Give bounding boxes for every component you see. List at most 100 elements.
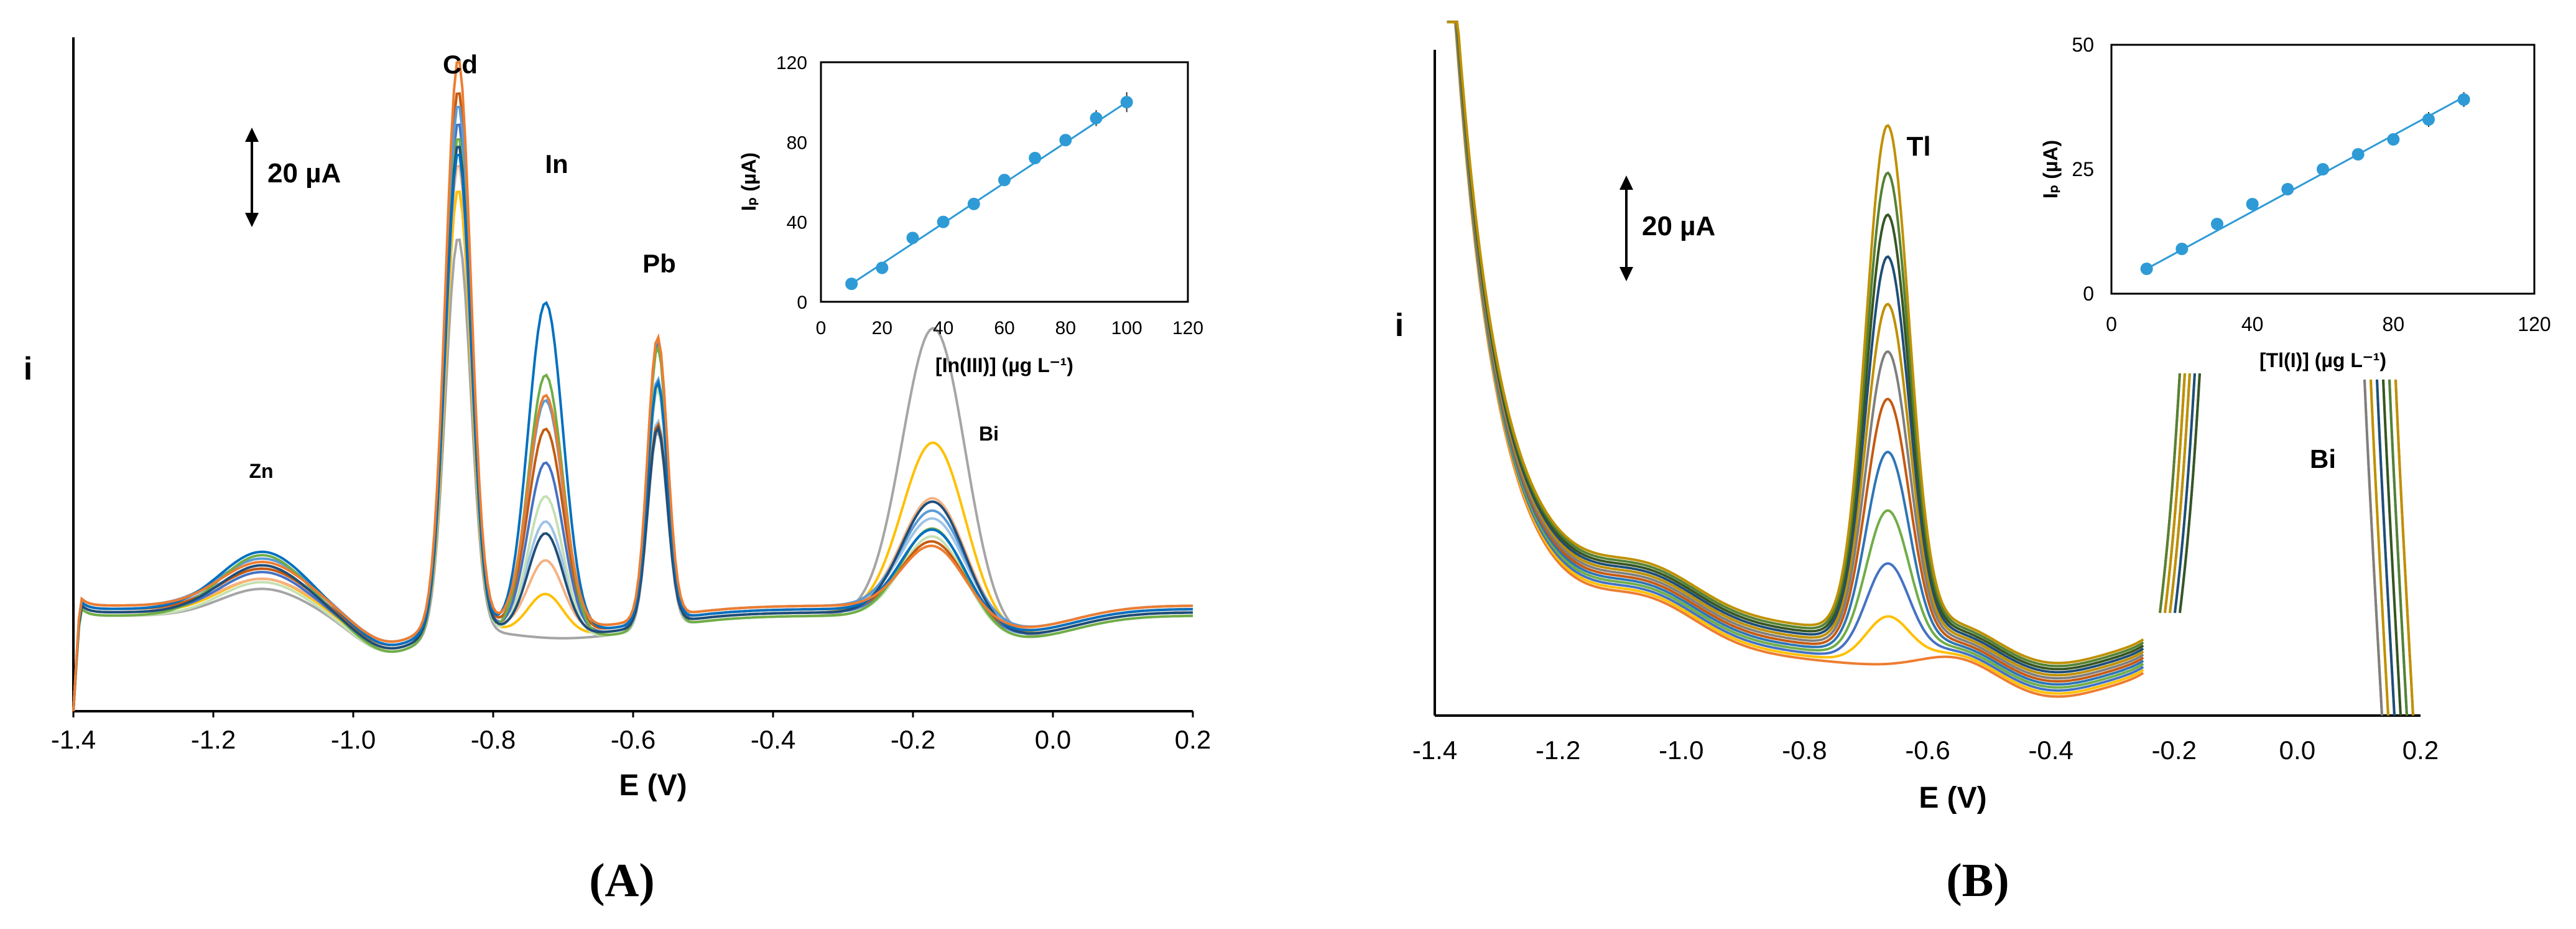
panel-b-scale-bar: 20 µA bbox=[1619, 175, 1715, 281]
peak-label-in: In bbox=[545, 149, 568, 179]
panel-b-inset-ticks: 0 40 80 120 0 25 50 bbox=[2072, 34, 2551, 335]
peak-label-bi-b: Bi bbox=[2310, 444, 2336, 474]
panel-a-inset-y-tick: 80 bbox=[787, 133, 807, 153]
panel-b-curve-right-rise bbox=[2159, 373, 2181, 614]
panel-b-inset-point bbox=[2422, 113, 2435, 126]
panel-b-curve-right-rise bbox=[2164, 373, 2186, 614]
panel-b-x-tick-label: -0.2 bbox=[2152, 735, 2197, 765]
panel-a-inset-ticks: 0 20 40 60 80 100 120 0 40 80 120 bbox=[776, 53, 1203, 338]
panel-a-x-tick-label: -0.6 bbox=[611, 725, 656, 754]
panel-b-x-label: E (V) bbox=[1919, 782, 1986, 815]
panel-a-scale-label: 20 µA bbox=[267, 158, 341, 189]
panel-b-curves bbox=[1447, 21, 2414, 716]
panel-b-x-tick-label: -0.8 bbox=[1782, 735, 1827, 765]
panel-b-inset-points bbox=[2140, 92, 2470, 275]
panel-b-scale-label: 20 µA bbox=[1642, 211, 1715, 241]
panel-a-inset-point bbox=[967, 197, 980, 210]
panel-b-y-label: i bbox=[1395, 307, 1404, 343]
panel-b-inset-chart: 0 40 80 120 0 25 50 [Tl(I)] (µg L⁻¹) Iₚ (µA) bbox=[2039, 34, 2551, 371]
panel-b-inset-fit-line bbox=[2146, 96, 2465, 270]
panel-a-inset-x-tick: 100 bbox=[1111, 318, 1142, 338]
panel-a-label: (A) bbox=[589, 854, 655, 907]
panel-a-main-chart: -1.4 -1.2 -1.0 -0.8 -0.6 -0.4 -0.2 0.0 0.2 E (V)… bbox=[24, 37, 1211, 802]
panel-b-curve bbox=[1447, 21, 2144, 689]
panel-a-curve bbox=[72, 60, 1193, 712]
panel-b-x-tick-label: -0.4 bbox=[2028, 735, 2073, 765]
panel-a-inset-x-tick: 80 bbox=[1055, 318, 1076, 338]
panel-a-inset-x-tick: 0 bbox=[816, 318, 827, 338]
panel-a-inset-point bbox=[937, 215, 950, 228]
panel-b-curve bbox=[1447, 21, 2144, 671]
panel-b-curve bbox=[1447, 21, 2144, 686]
panel-b-curve bbox=[1447, 21, 2144, 683]
peak-label-cd: Cd bbox=[443, 50, 478, 79]
panel-a-inset-y-tick: 40 bbox=[787, 213, 807, 233]
panel-b-x-tick-label: 0.0 bbox=[2279, 735, 2315, 765]
panel-a-inset-y-tick: 0 bbox=[797, 292, 807, 313]
panel-a-x-tick-label: -0.2 bbox=[891, 725, 935, 754]
panel-a-inset-x-tick: 120 bbox=[1172, 318, 1203, 338]
panel-b-inset-point bbox=[2351, 148, 2365, 161]
panel-a-inset-x-tick: 60 bbox=[994, 318, 1014, 338]
panel-b-x-ticks: -1.4 -1.2 -1.0 -0.8 -0.6 -0.4 -0.2 0.0 0.2 bbox=[1412, 735, 2439, 765]
panel-a-x-tick-label: -0.8 bbox=[471, 725, 516, 754]
panel-b-inset-point bbox=[2211, 218, 2223, 230]
panel-a-inset-point bbox=[1090, 111, 1103, 124]
panel-a-inset-y-label: Iₚ (µA) bbox=[738, 152, 760, 211]
panel-b-curve bbox=[1447, 21, 2144, 695]
panel-a-inset-y-tick: 120 bbox=[776, 53, 807, 73]
panel-b-x-tick-label: 0.2 bbox=[2402, 735, 2439, 765]
panel-b-inset-point bbox=[2175, 243, 2189, 255]
panel-b-curve-bi-branch bbox=[2388, 379, 2408, 716]
panel-b-curve-bi-branch bbox=[2376, 379, 2396, 716]
panel-a-inset-x-tick: 40 bbox=[933, 318, 953, 338]
panel-b-x-tick-label: -1.4 bbox=[1412, 735, 1457, 765]
panel-a-x-label: E (V) bbox=[619, 769, 687, 802]
panel-b-inset-point bbox=[2281, 183, 2294, 195]
panel-b-inset-x-tick: 0 bbox=[2106, 313, 2117, 335]
panel-a-y-label: i bbox=[24, 351, 32, 387]
panel-a-inset-point bbox=[876, 261, 889, 274]
panel-b-inset-y-label: Iₚ (µA) bbox=[2039, 140, 2062, 198]
panel-b-curve bbox=[1447, 21, 2144, 680]
panel-a-inset-points bbox=[845, 92, 1133, 291]
panel-a-inset-point bbox=[1120, 96, 1133, 109]
panel-b-inset-y-tick: 25 bbox=[2072, 158, 2094, 180]
panel-a-x-tick-label: -1.0 bbox=[331, 725, 376, 754]
panel-a-curve bbox=[72, 153, 1193, 712]
panel-b-inset-point bbox=[2246, 198, 2259, 210]
peak-label-tl: Tl bbox=[1906, 131, 1930, 162]
panel-a-curve bbox=[72, 238, 1193, 712]
peak-label-bi: Bi bbox=[979, 422, 999, 445]
panel-b-inset-x-label: [Tl(I)] (µg L⁻¹) bbox=[2259, 349, 2386, 371]
panel-b-curve-bi-branch bbox=[2382, 379, 2402, 716]
panel-b-inset-y-tick: 50 bbox=[2072, 34, 2094, 56]
panel-b-inset-point bbox=[2387, 133, 2400, 146]
panel-a-x-tick-label: -1.4 bbox=[51, 725, 96, 754]
panel-a-x-tick-label: 0.0 bbox=[1035, 725, 1071, 754]
panel-b-curve bbox=[1447, 21, 2144, 674]
panel-a-inset-point bbox=[1029, 152, 1042, 164]
panel-b-inset-x-tick: 120 bbox=[2518, 313, 2551, 335]
panel-a-inset-point bbox=[845, 278, 858, 291]
panel-b-curve bbox=[1447, 21, 2144, 692]
panel-b-curve-right-rise bbox=[2169, 373, 2191, 614]
panel-a-inset-x-label: [In(III)] (µg L⁻¹) bbox=[935, 354, 1073, 376]
panel-b-x-tick-label: -0.6 bbox=[1905, 735, 1950, 765]
panel-a-x-tick-label: -1.2 bbox=[191, 725, 236, 754]
panel-b-x-tick-label: -1.0 bbox=[1659, 735, 1703, 765]
peak-label-pb: Pb bbox=[642, 249, 676, 278]
panel-b-x-tick-label: -1.2 bbox=[1536, 735, 1580, 765]
panel-a-x-ticks: -1.4 -1.2 -1.0 -0.8 -0.6 -0.4 -0.2 0.0 0.2 bbox=[51, 711, 1211, 754]
panel-a-inset-x-tick: 20 bbox=[872, 318, 892, 338]
panel-a-inset-point bbox=[998, 174, 1011, 187]
panel-b-curve-bi-branch bbox=[2363, 379, 2383, 716]
panel-a-inset-point bbox=[1059, 134, 1072, 147]
panel-b-curve-right-rise bbox=[2179, 373, 2201, 614]
panel-b-curve bbox=[1447, 21, 2144, 665]
panel-b-curve bbox=[1447, 21, 2144, 677]
panel-a-inset-chart: 0 20 40 60 80 100 120 0 40 80 120 [In(III)] (µg L⁻… bbox=[738, 53, 1203, 376]
panel-b-inset-x-tick: 80 bbox=[2383, 313, 2405, 335]
panel-b-inset-point bbox=[2317, 163, 2329, 175]
